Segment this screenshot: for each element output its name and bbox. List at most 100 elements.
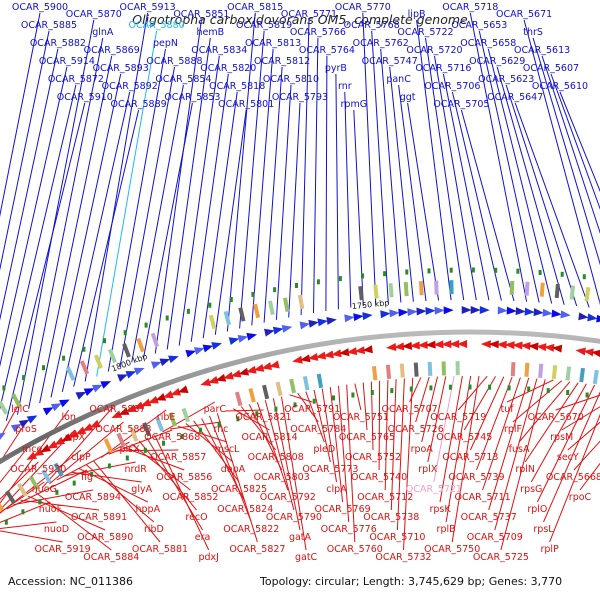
- reverse-gene-label[interactable]: fig: [81, 472, 93, 483]
- reverse-gene-label[interactable]: gatA: [289, 532, 312, 543]
- reverse-gene-label[interactable]: mscL: [215, 444, 240, 455]
- reverse-gene-label[interactable]: nrdR: [124, 464, 147, 475]
- reverse-gene-label[interactable]: recO: [185, 512, 207, 523]
- forward-gene-label[interactable]: OCAR_5872: [48, 74, 104, 85]
- reverse-gene-label[interactable]: proS: [15, 424, 37, 435]
- reverse-gene-label[interactable]: rpoC: [569, 492, 592, 503]
- reverse-gene-label[interactable]: OCAR_5721: [406, 484, 462, 495]
- forward-gene-label[interactable]: OCAR_5818: [209, 81, 265, 92]
- forward-gene-label[interactable]: OCAR_5910: [57, 92, 113, 103]
- reverse-gene-label[interactable]: OCAR_5808: [248, 452, 304, 463]
- forward-gene-label[interactable]: OCAR_5623: [478, 74, 534, 85]
- forward-gene-label[interactable]: OCAR_5834: [191, 45, 247, 56]
- reverse-gene-label[interactable]: OCAR_5824: [217, 504, 273, 515]
- reverse-gene-label[interactable]: OCAR_5769: [315, 504, 371, 515]
- reverse-gene-label[interactable]: OCAR_5751: [333, 412, 389, 423]
- forward-gene-label[interactable]: pyrB: [325, 63, 347, 74]
- reverse-gene-label[interactable]: OCAR_5712: [357, 492, 413, 503]
- reverse-gene-label[interactable]: OCAR_5856: [156, 472, 212, 483]
- forward-gene-label[interactable]: rpmG: [341, 99, 368, 110]
- forward-gene-label[interactable]: OCAR_5851: [173, 9, 229, 20]
- reverse-gene-label[interactable]: glyA: [131, 484, 152, 495]
- forward-gene-label[interactable]: OCAR_5870: [66, 9, 122, 20]
- forward-gene-label[interactable]: OCAR_5747: [362, 56, 418, 67]
- forward-gene-label[interactable]: pepN: [153, 38, 178, 49]
- reverse-gene-label[interactable]: nuoF: [39, 504, 62, 515]
- forward-gene-label[interactable]: OCAR_5820: [200, 63, 256, 74]
- reverse-gene-label[interactable]: OCAR_5857: [150, 452, 206, 463]
- reverse-gene-label[interactable]: rplX: [418, 464, 438, 475]
- reverse-gene-label[interactable]: OCAR_5725: [473, 552, 529, 563]
- forward-gene-label[interactable]: OCAR_5914: [39, 56, 95, 67]
- forward-gene-label[interactable]: OCAR_5854: [155, 74, 211, 85]
- reverse-gene-label[interactable]: OCAR_5710: [369, 532, 425, 543]
- reverse-gene-label[interactable]: OCAR_5760: [327, 544, 383, 555]
- reverse-gene-label[interactable]: OCAR_5792: [260, 492, 316, 503]
- reverse-gene-label[interactable]: OCAR_5740: [351, 472, 407, 483]
- forward-gene-label[interactable]: OCAR_5913: [120, 2, 176, 13]
- reverse-gene-label[interactable]: rpsM: [550, 432, 573, 443]
- reverse-gene-label[interactable]: OCAR_5732: [375, 552, 431, 563]
- reverse-gene-label[interactable]: OCAR_5752: [345, 452, 401, 463]
- forward-gene-label[interactable]: OCAR_5613: [514, 45, 570, 56]
- reverse-gene-label[interactable]: OCAR_5765: [339, 432, 395, 443]
- forward-gene-label[interactable]: glnA: [92, 27, 114, 38]
- forward-gene-label[interactable]: OCAR_5768: [344, 20, 400, 31]
- forward-gene-label[interactable]: OCAR_5893: [93, 63, 149, 74]
- forward-gene-label[interactable]: OCAR_5892: [102, 81, 158, 92]
- reverse-gene-label[interactable]: OCAR_5822: [223, 524, 279, 535]
- forward-gene-label[interactable]: OCAR_5705: [433, 99, 489, 110]
- forward-gene-label[interactable]: OCAR_5815: [227, 2, 283, 13]
- reverse-gene-label[interactable]: OCAR_5737: [461, 512, 517, 523]
- reverse-gene-label[interactable]: OCAR_5868: [144, 432, 200, 443]
- reverse-gene-label[interactable]: nuoD: [44, 524, 69, 535]
- reverse-gene-label[interactable]: OCAR_5825: [211, 484, 267, 495]
- reverse-gene-label[interactable]: parC: [204, 404, 227, 415]
- reverse-gene-label[interactable]: OCAR_5745: [436, 432, 492, 443]
- forward-gene-label[interactable]: OCAR_5762: [353, 38, 409, 49]
- forward-gene-label[interactable]: OCAR_5889: [111, 99, 167, 110]
- reverse-gene-label[interactable]: nuoG: [32, 484, 57, 495]
- reverse-gene-label[interactable]: rpsG: [520, 484, 542, 495]
- reverse-gene-label[interactable]: lolC: [11, 404, 29, 415]
- forward-gene-label[interactable]: OCAR_5880: [129, 20, 185, 31]
- reverse-gene-label[interactable]: OCAR_5668: [546, 472, 600, 483]
- forward-gene-label[interactable]: OCAR_5658: [460, 38, 516, 49]
- reverse-gene-label[interactable]: OCAR_5726: [388, 424, 444, 435]
- forward-gene-label[interactable]: OCAR_5722: [397, 27, 453, 38]
- reverse-gene-label[interactable]: OCAR_5750: [424, 544, 480, 555]
- reverse-gene-label[interactable]: plsX: [120, 444, 141, 455]
- reverse-gene-label[interactable]: OCAR_5790: [266, 512, 322, 523]
- forward-gene-label[interactable]: OCAR_5647: [487, 92, 543, 103]
- reverse-gene-label[interactable]: rplF: [504, 424, 522, 435]
- reverse-gene-label[interactable]: OCAR_5719: [430, 412, 486, 423]
- reverse-gene-label[interactable]: clpX: [65, 432, 86, 443]
- forward-gene-label[interactable]: OCAR_5706: [424, 81, 480, 92]
- reverse-gene-label[interactable]: dapA: [221, 464, 246, 475]
- forward-gene-label[interactable]: OCAR_5766: [290, 27, 346, 38]
- reverse-gene-label[interactable]: OCAR_5670: [528, 412, 584, 423]
- reverse-gene-label[interactable]: pleD: [313, 444, 335, 455]
- forward-gene-label[interactable]: OCAR_5801: [218, 99, 274, 110]
- reverse-gene-label[interactable]: OCAR_5852: [162, 492, 218, 503]
- reverse-gene-label[interactable]: OCAR_5709: [467, 532, 523, 543]
- forward-gene-label[interactable]: OCAR_5771: [281, 9, 337, 20]
- reverse-gene-label[interactable]: gatC: [295, 552, 318, 563]
- forward-gene-label[interactable]: OCAR_5653: [451, 20, 507, 31]
- reverse-gene-label[interactable]: OCAR_5776: [321, 524, 377, 535]
- forward-gene-label[interactable]: OCAR_5812: [254, 56, 310, 67]
- forward-gene-label[interactable]: ggt: [400, 92, 416, 103]
- reverse-gene-label[interactable]: ribE: [157, 412, 176, 423]
- reverse-gene-label[interactable]: mce: [22, 444, 42, 455]
- reverse-gene-label[interactable]: OCAR_5890: [77, 532, 133, 543]
- forward-gene-label[interactable]: lipB: [408, 9, 426, 20]
- forward-gene-label[interactable]: OCAR_5720: [406, 45, 462, 56]
- reverse-gene-label[interactable]: OCAR_5919: [35, 544, 91, 555]
- reverse-gene-label[interactable]: OCAR_5891: [71, 512, 127, 523]
- reverse-gene-label[interactable]: rplO: [527, 504, 547, 515]
- reverse-gene-label[interactable]: OCAR_5930: [10, 464, 66, 475]
- reverse-gene-label[interactable]: OCAR_5881: [132, 544, 188, 555]
- forward-gene-label[interactable]: OCAR_5819: [236, 20, 292, 31]
- reverse-gene-label[interactable]: pdxJ: [198, 552, 218, 563]
- forward-gene-label[interactable]: OCAR_5671: [496, 9, 552, 20]
